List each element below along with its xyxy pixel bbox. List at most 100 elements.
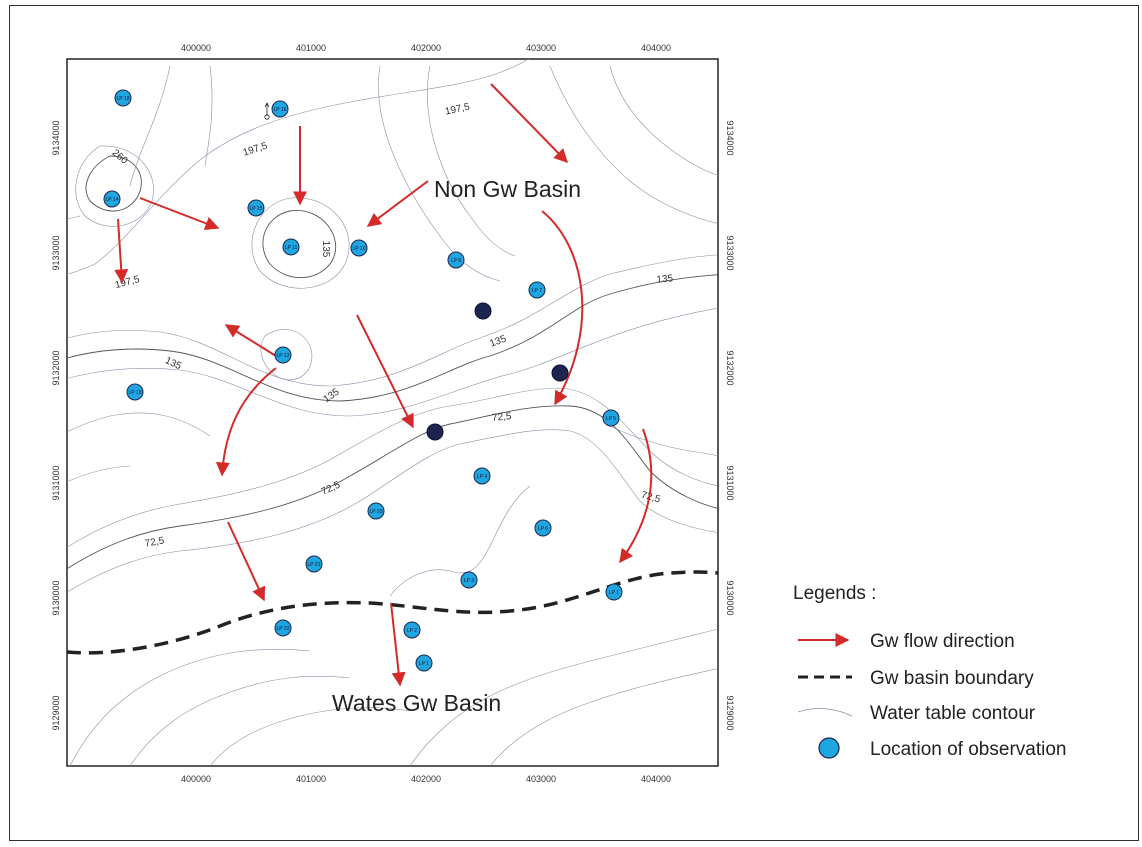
flow-arrow bbox=[490, 83, 568, 164]
contour-line bbox=[409, 628, 718, 766]
flow-arrows bbox=[114, 83, 653, 687]
x-tick-label: 403000 bbox=[526, 774, 556, 784]
dark-observation-point[interactable] bbox=[474, 302, 492, 320]
observation-well[interactable]: LP 14 bbox=[103, 190, 121, 208]
observation-well[interactable]: LP 16 bbox=[271, 100, 289, 118]
y-tick-label: 9131000 bbox=[725, 465, 735, 500]
observation-well[interactable]: LP 21 bbox=[305, 555, 323, 573]
y-tick-label: 9132000 bbox=[725, 350, 735, 385]
observation-well[interactable]: LP 5 bbox=[602, 409, 620, 427]
gw-basin-boundary bbox=[67, 570, 718, 655]
observation-well[interactable]: LP 11 bbox=[282, 238, 300, 256]
contour-line bbox=[67, 254, 718, 387]
x-tick-label: 400000 bbox=[181, 774, 211, 784]
observation-well[interactable]: LP 18 bbox=[114, 89, 132, 107]
y-tick-label: 9131000 bbox=[51, 465, 61, 500]
x-tick-label: 401000 bbox=[296, 43, 326, 53]
observation-well[interactable]: LP 10 bbox=[350, 239, 368, 257]
flow-arrow bbox=[619, 428, 653, 564]
contour-label: 135 bbox=[320, 241, 331, 258]
contour-label: 197,5 bbox=[444, 101, 471, 117]
legend-item-flow: Gw flow direction bbox=[870, 631, 1015, 652]
observation-wells: LP 18 LP 16 LP 14 LP 15 LP 11 LP 10 LP 8 LP 7 LP… bbox=[103, 89, 623, 672]
well-label: LP 22 bbox=[277, 626, 290, 632]
contour-line bbox=[609, 65, 718, 176]
contour-line bbox=[67, 465, 131, 483]
contour-line bbox=[67, 215, 81, 220]
x-tick-label: 403000 bbox=[526, 43, 556, 53]
contour-line bbox=[67, 429, 718, 593]
north-arrow-icon bbox=[264, 102, 270, 120]
contour-line bbox=[85, 155, 142, 212]
water-table-contours bbox=[67, 59, 718, 766]
flow-arrow bbox=[356, 314, 414, 429]
well-label: LP 12 bbox=[277, 353, 290, 359]
y-tick-label: 9134000 bbox=[725, 120, 735, 155]
contour-line bbox=[251, 197, 350, 289]
x-tick-label: 404000 bbox=[641, 43, 671, 53]
contour-line bbox=[260, 329, 313, 381]
contour-line bbox=[67, 412, 211, 437]
observation-well[interactable]: LP 15 bbox=[247, 199, 265, 217]
x-tick-label: 404000 bbox=[641, 774, 671, 784]
observation-well[interactable]: LP 6 bbox=[534, 519, 552, 537]
x-tick-label: 402000 bbox=[411, 43, 441, 53]
x-tick-label: 402000 bbox=[411, 774, 441, 784]
contour-line bbox=[549, 65, 718, 224]
legend-item-boundary: Gw basin boundary bbox=[870, 668, 1034, 689]
flow-arrow bbox=[215, 367, 277, 477]
well-label: LP 14 bbox=[106, 197, 119, 203]
y-tick-label: 9134000 bbox=[51, 120, 61, 155]
y-tick-label: 9130000 bbox=[725, 580, 735, 615]
x-tick-label: 401000 bbox=[296, 774, 326, 784]
well-label: LP 3 bbox=[464, 578, 474, 584]
flow-arrow bbox=[224, 324, 277, 357]
y-tick-label: 9129000 bbox=[725, 695, 735, 730]
observation-well[interactable]: LP 4 bbox=[473, 467, 491, 485]
well-label: LP 21 bbox=[308, 562, 321, 568]
flow-arrow bbox=[541, 210, 584, 406]
legend-item-contour: Water table contour bbox=[870, 703, 1036, 724]
well-label: LP 1 bbox=[419, 661, 429, 667]
contour-line bbox=[67, 387, 718, 548]
y-tick-label: 9133000 bbox=[725, 235, 735, 270]
well-label: LP 10 bbox=[353, 246, 366, 252]
observation-well[interactable]: LP 1 bbox=[415, 654, 433, 672]
contour-line bbox=[75, 145, 154, 227]
flow-arrow bbox=[114, 218, 129, 284]
flow-arrow bbox=[390, 602, 406, 687]
well-label: LP 6 bbox=[538, 526, 548, 532]
legend: Legends : Gw flow direction Gw basin bou… bbox=[793, 583, 1066, 760]
observation-well[interactable]: LP 13 bbox=[126, 383, 144, 401]
legend-title: Legends : bbox=[793, 583, 876, 604]
well-label: LP 2 bbox=[407, 628, 417, 634]
y-tick-label: 9130000 bbox=[51, 580, 61, 615]
observation-well[interactable]: LP 22 bbox=[274, 619, 292, 637]
observation-well[interactable]: LP 7 bbox=[528, 281, 546, 299]
groundwater-map: 197,5197,5260197,513513513513513572,572,… bbox=[51, 43, 1066, 784]
contour-line bbox=[262, 210, 337, 278]
well-label: LP 11 bbox=[285, 245, 298, 251]
y-tick-label: 9132000 bbox=[51, 350, 61, 385]
observation-well[interactable]: LP 12 bbox=[274, 346, 292, 364]
contour-line bbox=[67, 274, 718, 402]
well-label: LP 18 bbox=[117, 96, 130, 102]
legend-item-observation: Location of observation bbox=[870, 739, 1066, 760]
well-label: LP 1 bbox=[609, 590, 619, 596]
observation-well[interactable]: LP 3 bbox=[460, 571, 478, 589]
map-figure: 197,5 197,5 260 197,5 135 135 135 135 135 72,5 72,… bbox=[9, 5, 1139, 841]
dark-observation-point[interactable] bbox=[551, 364, 569, 382]
well-label: LP 15 bbox=[250, 206, 263, 212]
contour-line bbox=[67, 307, 718, 417]
observation-well[interactable]: LP 8 bbox=[447, 251, 465, 269]
legend-well-symbol bbox=[818, 737, 840, 759]
contour-line bbox=[489, 668, 718, 766]
well-label: LP 5 bbox=[606, 416, 616, 422]
observation-well[interactable]: LP 1 bbox=[605, 583, 623, 601]
observation-well[interactable]: LP 20 bbox=[367, 502, 385, 520]
contour-label: 72,5 bbox=[640, 490, 662, 506]
dark-observation-point[interactable] bbox=[426, 423, 444, 441]
non-gw-basin-label: Non Gw Basin bbox=[434, 176, 581, 202]
contour-line bbox=[609, 425, 718, 456]
observation-well[interactable]: LP 2 bbox=[403, 621, 421, 639]
